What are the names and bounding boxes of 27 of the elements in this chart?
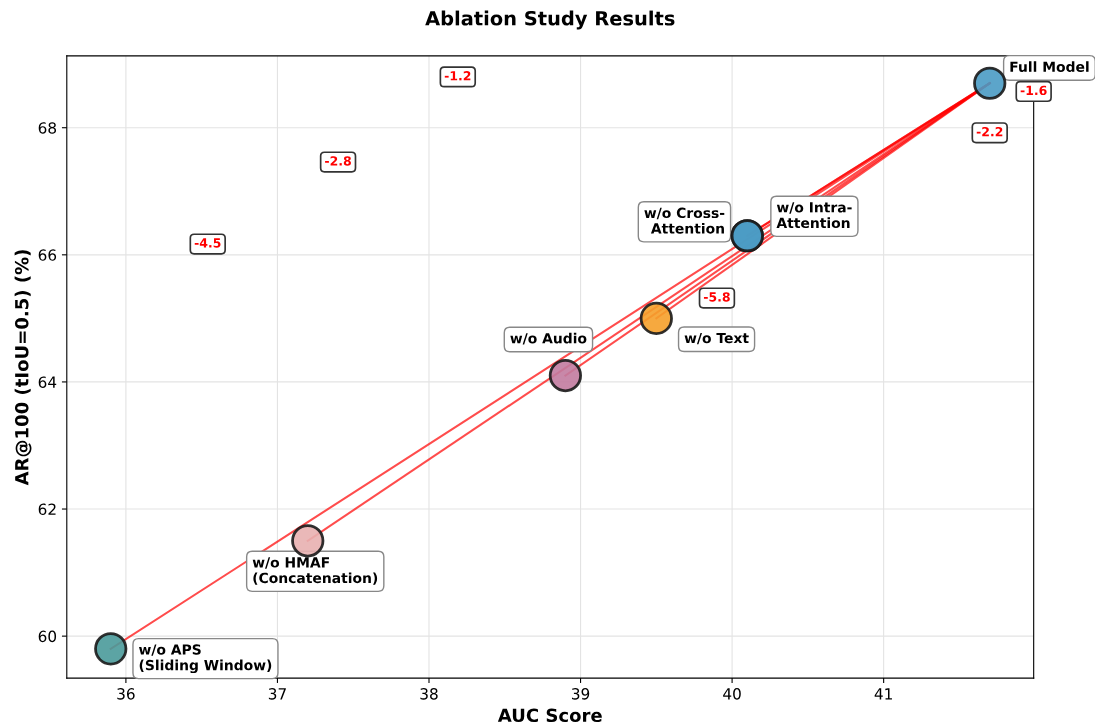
- x-tick-label: 37: [268, 688, 286, 700]
- series-label: w/o Cross- Attention: [644, 207, 725, 234]
- series-label: w/o APS (Sliding Window): [139, 644, 272, 674]
- annotation: -1.6: [1020, 85, 1047, 96]
- series-label: w/o Text: [684, 332, 749, 345]
- y-tick-label: 66: [38, 249, 57, 261]
- annotation: -2.8: [325, 156, 351, 166]
- series-label: w/o Intra- Attention: [776, 202, 852, 229]
- x-tick-label: 41: [874, 688, 892, 700]
- annotation: -4.5: [194, 238, 221, 248]
- annotation: -2.2: [976, 126, 1003, 137]
- annotation: -1.2: [444, 71, 471, 81]
- chart-title: Ablation Study Results: [425, 10, 675, 30]
- series-label: Full Model: [1010, 61, 1089, 72]
- y-tick-label: 62: [38, 503, 56, 516]
- x-axis-title: AUC Score: [497, 708, 602, 723]
- series-label: w/o Audio: [510, 332, 587, 345]
- y-axis-title: AR@100 (tIoU=0.5) (%): [14, 250, 32, 486]
- y-tick-label: 60: [38, 630, 57, 643]
- x-tick-label: 40: [723, 688, 741, 700]
- y-tick-label: 68: [38, 122, 57, 134]
- y-tick-label: 64: [38, 376, 57, 388]
- annotation: -5.8: [703, 292, 730, 302]
- series-label: w/o HMAF (Concatenation): [252, 557, 378, 585]
- x-tick-label: 38: [420, 688, 438, 700]
- x-tick-label: 36: [117, 688, 135, 700]
- x-tick-label: 39: [571, 688, 590, 700]
